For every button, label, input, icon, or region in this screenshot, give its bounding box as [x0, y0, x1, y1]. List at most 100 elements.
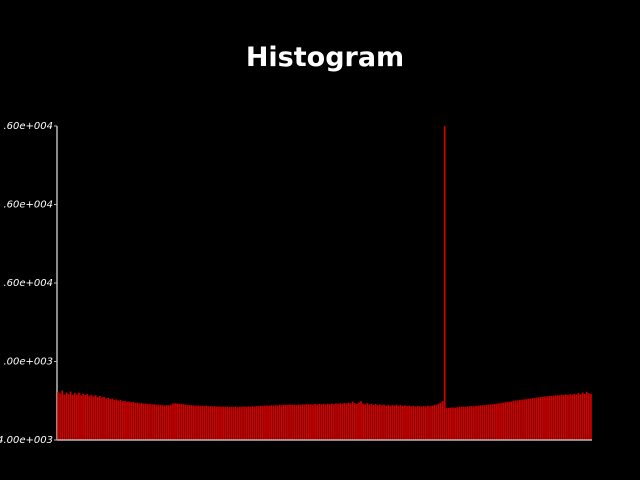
- bar: [552, 395, 555, 440]
- bar: [464, 406, 467, 440]
- bar: [98, 396, 101, 440]
- bar: [450, 407, 452, 440]
- bar: [218, 406, 220, 440]
- bar: [157, 404, 160, 440]
- bar: [485, 404, 488, 440]
- bar: [314, 404, 316, 440]
- bar: [130, 402, 133, 440]
- bar: [69, 391, 72, 440]
- bar: [151, 404, 153, 440]
- bar: [94, 395, 97, 440]
- bar: [291, 404, 293, 440]
- bar: [190, 405, 193, 440]
- bar: [184, 404, 187, 440]
- bar: [80, 395, 82, 440]
- bar: [533, 398, 536, 440]
- bar: [358, 402, 360, 440]
- bar: [65, 392, 68, 440]
- bar: [535, 397, 538, 440]
- bar: [284, 405, 287, 440]
- bar: [333, 404, 335, 440]
- bar: [562, 395, 565, 440]
- bar: [368, 404, 371, 440]
- bar: [186, 404, 189, 440]
- bar: [339, 403, 342, 440]
- bar: [349, 403, 352, 440]
- bar: [201, 405, 204, 440]
- bar: [347, 402, 350, 440]
- bar: [466, 406, 469, 440]
- bar: [581, 392, 584, 440]
- bar: [134, 402, 137, 440]
- bar: [234, 406, 237, 440]
- bar: [71, 394, 74, 440]
- bar: [230, 406, 233, 440]
- bar: [468, 406, 471, 440]
- bar: [297, 404, 300, 440]
- bar: [439, 402, 442, 440]
- bar: [508, 401, 511, 440]
- bar: [481, 405, 484, 440]
- bar: [399, 405, 402, 440]
- bar: [506, 401, 509, 440]
- bar: [389, 405, 392, 440]
- bar: [167, 405, 170, 440]
- bar: [560, 394, 563, 440]
- bar: [521, 399, 523, 440]
- bar: [539, 397, 542, 440]
- bar: [320, 404, 323, 440]
- bar: [571, 394, 573, 440]
- bar: [193, 405, 195, 440]
- bar: [489, 404, 492, 440]
- bar: [274, 405, 277, 440]
- bar: [433, 405, 436, 440]
- bar: [328, 404, 331, 440]
- bar: [109, 398, 112, 440]
- bar: [425, 406, 427, 440]
- bar: [548, 396, 550, 440]
- bar: [90, 394, 93, 440]
- bar: [372, 404, 375, 440]
- bar: [585, 391, 588, 440]
- bar: [176, 403, 178, 440]
- bar: [76, 394, 78, 440]
- bar: [272, 405, 275, 440]
- bar: [96, 397, 99, 440]
- bar: [303, 404, 306, 440]
- bar: [305, 404, 308, 440]
- bar: [448, 408, 450, 440]
- bar: [462, 406, 465, 440]
- bar: [404, 405, 406, 440]
- bar: [493, 403, 496, 440]
- bar: [180, 404, 183, 440]
- bar: [101, 397, 103, 440]
- bar: [376, 405, 379, 440]
- bar: [565, 394, 567, 440]
- bar: [236, 407, 239, 440]
- bar: [525, 399, 527, 440]
- bar: [105, 398, 107, 440]
- bar: [479, 405, 482, 440]
- bar: [387, 404, 390, 440]
- bar: [264, 405, 266, 440]
- bar: [567, 394, 569, 440]
- chart-title: Histogram: [246, 42, 404, 73]
- bar: [370, 403, 373, 440]
- bar: [239, 406, 241, 440]
- bar: [163, 405, 166, 440]
- bar: [395, 404, 398, 440]
- bar: [61, 390, 64, 440]
- bar: [59, 393, 61, 440]
- bar: [128, 401, 130, 440]
- bar: [224, 406, 227, 440]
- bar: [153, 404, 156, 440]
- bar: [408, 405, 410, 440]
- bar: [144, 403, 147, 440]
- bar: [310, 404, 312, 440]
- bar: [527, 398, 530, 440]
- bar: [257, 406, 260, 440]
- bar: [537, 397, 540, 440]
- bar: [178, 403, 181, 440]
- bar: [516, 400, 519, 440]
